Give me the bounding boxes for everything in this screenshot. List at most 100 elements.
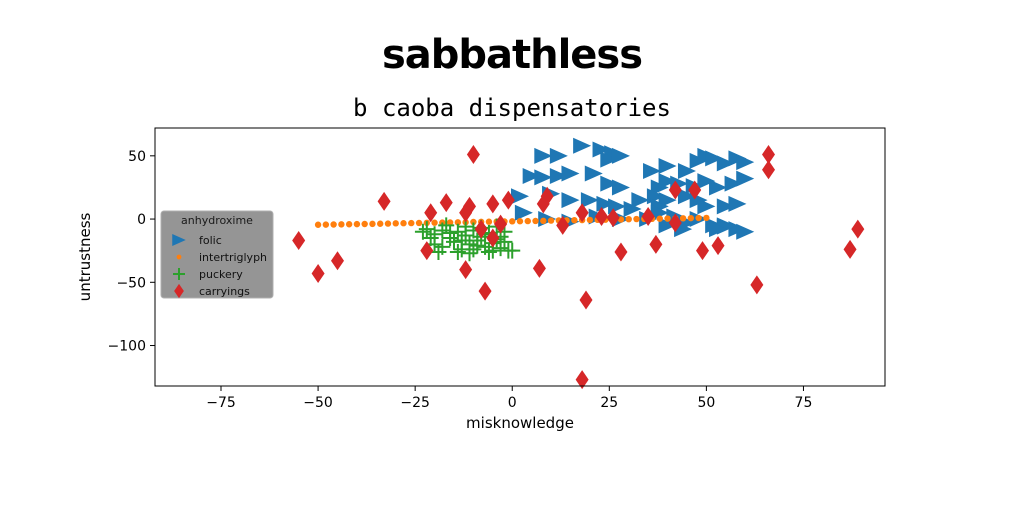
x-tick-label: −50: [303, 395, 333, 411]
carryings-point: [331, 251, 344, 271]
carryings-point: [762, 160, 776, 180]
carryings-point: [424, 203, 438, 223]
folic-point: [549, 168, 568, 185]
folic-point: [728, 195, 747, 212]
carryings-point: [696, 241, 709, 261]
puckery-point: [461, 245, 478, 262]
folic-point: [522, 168, 541, 185]
folic-point: [573, 137, 592, 154]
legend-label: carryings: [199, 285, 250, 298]
carryings-point: [311, 263, 325, 283]
legend-marker: [173, 268, 185, 280]
intertriglyph-point: [415, 219, 423, 227]
intertriglyph-point: [679, 215, 687, 222]
folic-point: [677, 163, 696, 179]
puckery-point: [430, 243, 447, 260]
folic-point: [580, 192, 599, 209]
folic-point: [724, 175, 743, 192]
carryings-point: [711, 236, 725, 256]
intertriglyph-point: [625, 215, 632, 223]
carryings-point: [501, 190, 515, 210]
legend-marker: [176, 254, 182, 260]
x-axis-label: misknowledge: [466, 414, 574, 432]
folic-point: [596, 195, 615, 212]
intertriglyph-point: [509, 218, 516, 225]
x-tick-label: −25: [400, 395, 430, 411]
carryings-point: [668, 213, 682, 233]
intertriglyph-point: [547, 217, 555, 224]
intertriglyph-point: [392, 220, 399, 227]
intertriglyph-point: [524, 217, 531, 225]
intertriglyph-point: [400, 220, 407, 227]
intertriglyph-point: [687, 214, 695, 222]
intertriglyph-point: [695, 214, 702, 222]
intertriglyph-point: [532, 217, 539, 225]
carryings-point: [750, 275, 764, 295]
puckery-point: [469, 237, 486, 254]
folic-point: [534, 169, 553, 186]
carryings-point: [486, 194, 500, 214]
puckery-point: [414, 223, 431, 240]
carryings-point: [614, 242, 628, 262]
x-tick-label: −75: [206, 395, 236, 411]
folic-point: [650, 204, 669, 221]
intertriglyph-point: [446, 219, 454, 226]
carryings-point: [556, 215, 570, 235]
puckery-point: [445, 233, 462, 250]
folic-point: [705, 150, 724, 167]
folic-point: [611, 179, 630, 196]
intertriglyph-point: [314, 221, 322, 228]
marks-layer: [292, 137, 865, 390]
legend-title: anhydroxime: [181, 214, 253, 227]
intertriglyph-point: [384, 220, 392, 227]
x-tick-label: 0: [508, 395, 517, 411]
intertriglyph-point: [540, 217, 547, 225]
carryings-point: [377, 191, 391, 211]
puckery-point: [438, 217, 455, 234]
legend-label: puckery: [199, 268, 243, 281]
intertriglyph-point: [516, 218, 524, 225]
carryings-point: [292, 231, 306, 251]
carryings-point: [595, 207, 609, 227]
folic-point: [561, 165, 580, 182]
puckery-point: [442, 224, 459, 241]
carryings-point: [575, 370, 589, 390]
folic-point: [561, 192, 580, 209]
folic-point: [709, 179, 728, 196]
carryings-point: [478, 281, 492, 301]
folic-point: [584, 165, 603, 182]
folic-point: [697, 198, 716, 215]
intertriglyph-point: [703, 214, 710, 222]
y-axis-label: untrustness: [76, 213, 94, 302]
folic-point: [600, 151, 619, 168]
carryings-point: [459, 260, 473, 280]
intertriglyph-point: [485, 218, 493, 225]
intertriglyph-point: [322, 221, 330, 228]
carryings-point: [762, 145, 776, 165]
legend-box: [160, 210, 274, 299]
folic-point: [534, 147, 553, 164]
legend-marker: [172, 234, 186, 246]
axis-layer: −75 −50 −25 0 25 50 75 50 0 −50 −100: [108, 149, 813, 411]
intertriglyph-point: [353, 220, 361, 228]
carryings-point: [494, 214, 508, 234]
intertriglyph-point: [656, 215, 663, 222]
folic-point: [631, 192, 650, 209]
y-tick-label: 50: [128, 149, 146, 165]
intertriglyph-point: [361, 220, 368, 228]
folic-point: [623, 200, 642, 217]
folic-point: [511, 188, 529, 205]
puckery-point: [465, 241, 482, 258]
folic-point: [736, 170, 755, 187]
folic-point: [736, 154, 755, 171]
carryings-point: [851, 219, 865, 239]
carryings-point: [688, 180, 702, 200]
series-carryings: [292, 145, 865, 390]
puckery-point: [480, 243, 497, 260]
folic-point: [643, 163, 662, 179]
carryings-point: [474, 219, 488, 239]
intertriglyph-point: [338, 221, 345, 228]
y-tick-label: −50: [116, 275, 146, 291]
